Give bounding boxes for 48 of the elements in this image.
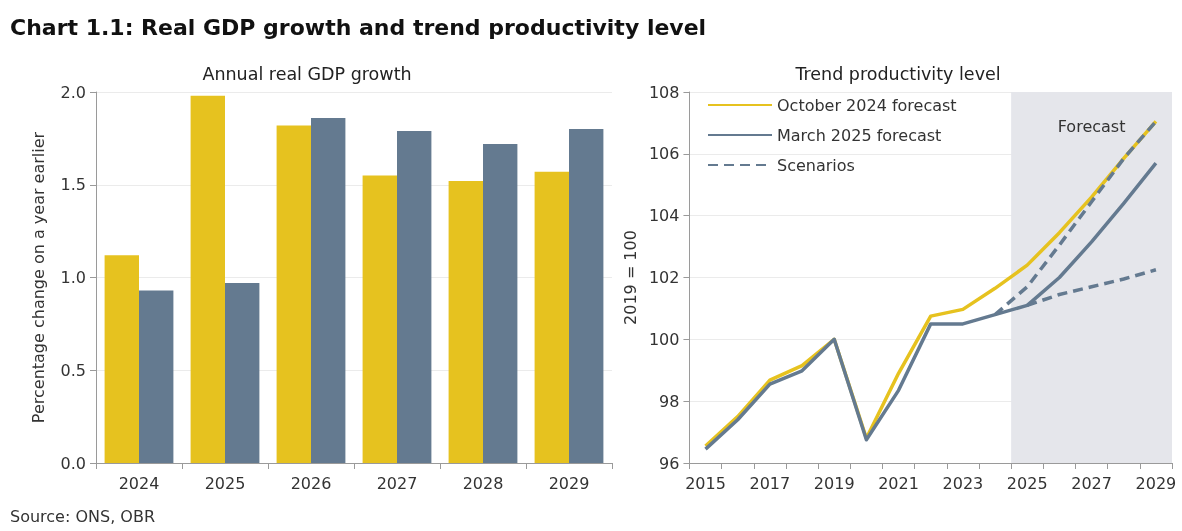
x-tick-label: 2028: [462, 473, 504, 493]
x-tick-label: 2029: [1135, 473, 1177, 493]
x-tick-label: 2027: [376, 473, 418, 493]
x-tick-label: 2021: [878, 473, 919, 493]
bar: [448, 181, 483, 463]
y-tick-label: 106: [648, 144, 680, 164]
caption: Chart 1.1: Real GDP growth and trend productivity level: [10, 15, 707, 40]
bar: [104, 255, 139, 463]
y-axis-title: 2019 = 100: [620, 230, 640, 325]
bar: [276, 125, 311, 463]
legend-label: October 2024 forecast: [777, 95, 957, 115]
y-tick-label: 98: [659, 391, 680, 411]
chart-title: Annual real GDP growth: [202, 64, 412, 84]
x-tick-label: 2017: [749, 473, 791, 493]
y-tick-label: 102: [648, 268, 680, 287]
bar: [397, 130, 432, 463]
y-tick-label: 108: [648, 82, 680, 102]
y-tick-label: 1.0: [60, 268, 86, 287]
x-tick-label: 2025: [204, 473, 246, 493]
y-tick-label: 0.5: [60, 360, 86, 380]
x-tick-label: 2015: [685, 473, 726, 493]
y-tick-label: 96: [659, 453, 680, 473]
bar: [311, 117, 346, 463]
band-label: Forecast: [1057, 116, 1126, 136]
x-tick-label: 2029: [548, 473, 590, 493]
bar: [569, 129, 604, 463]
legend-label: March 2025 forecast: [777, 125, 942, 145]
x-tick-label: 2024: [118, 473, 160, 493]
y-tick-label: 1.5: [60, 175, 86, 195]
y-tick-label: 104: [648, 206, 680, 226]
y-tick-label: 2.0: [60, 82, 86, 102]
y-tick-label: 0.0: [60, 453, 86, 473]
bar: [190, 95, 225, 463]
x-tick-label: 2026: [290, 473, 332, 493]
x-tick-label: 2027: [1071, 473, 1112, 493]
chart-title: Trend productivity level: [794, 64, 1001, 84]
x-tick-label: 2019: [813, 473, 855, 493]
bar: [139, 290, 174, 463]
y-axis-title: Percentage change on a year earlier: [28, 131, 48, 424]
source-note: Source: ONS, OBR: [10, 507, 156, 526]
bar: [483, 143, 518, 463]
x-tick-label: 2023: [942, 473, 984, 493]
legend-label: Scenarios: [777, 155, 855, 175]
y-tick-label: 100: [648, 329, 680, 349]
bar: [225, 283, 260, 463]
bar: [534, 171, 569, 463]
x-tick-label: 2025: [1006, 473, 1048, 493]
bar: [362, 175, 397, 463]
